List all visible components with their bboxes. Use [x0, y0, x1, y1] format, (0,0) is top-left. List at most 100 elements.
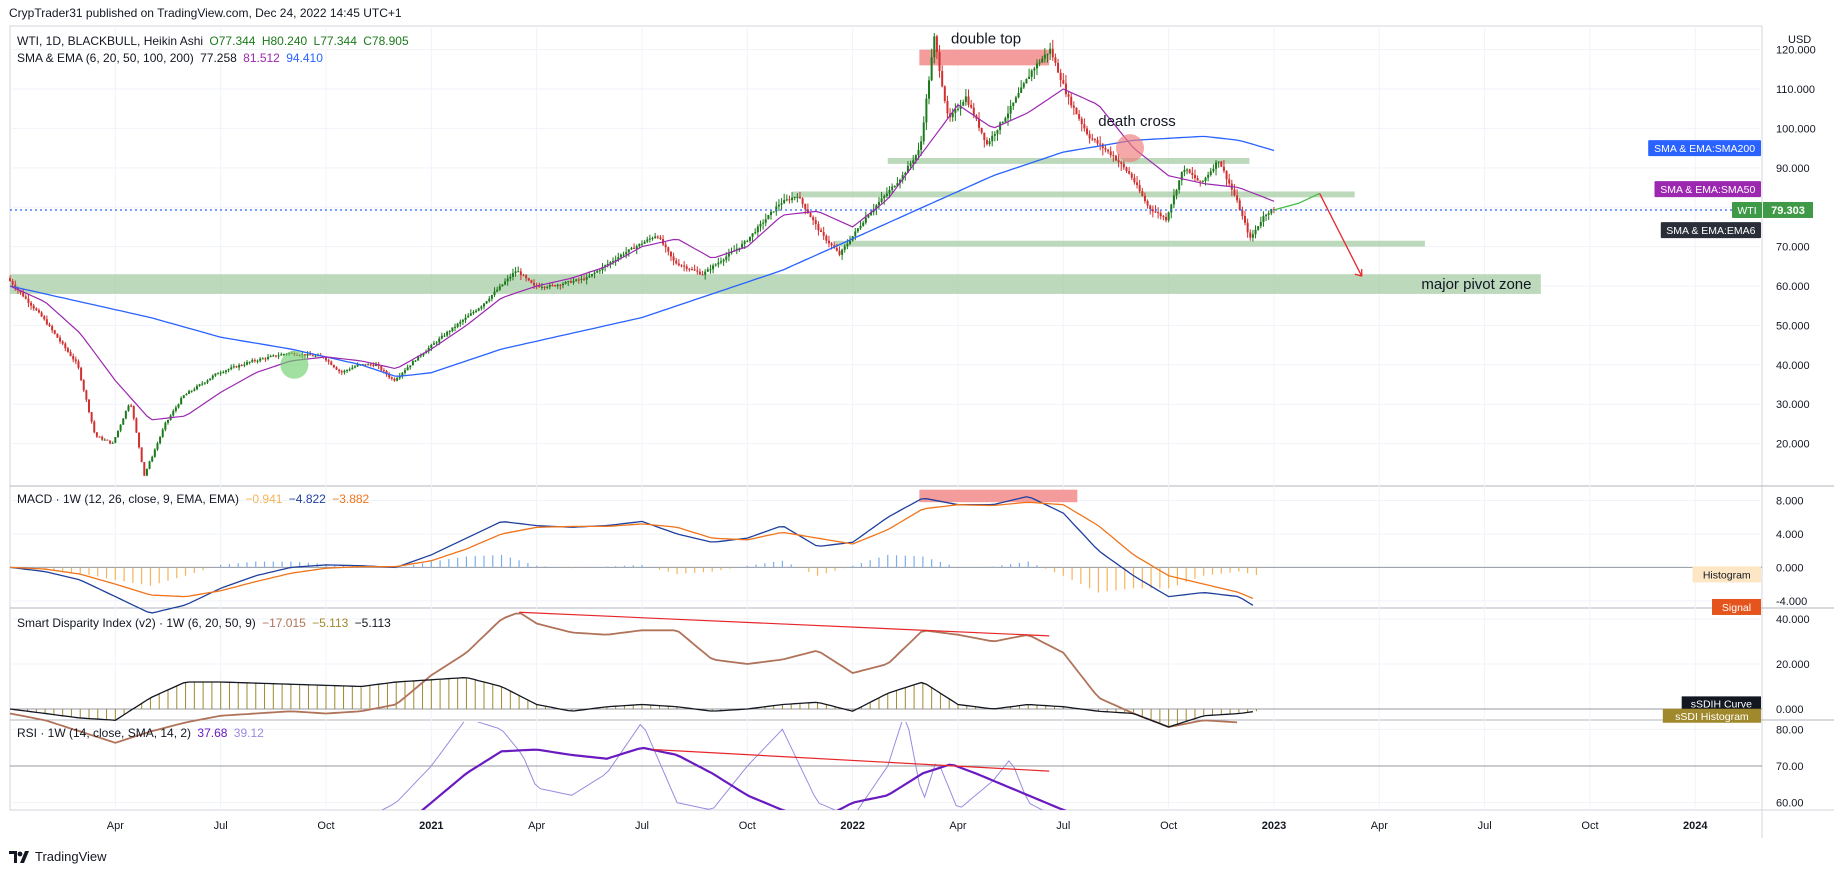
candle-body — [224, 370, 227, 373]
candle-body — [1064, 83, 1067, 95]
candle-body — [40, 312, 43, 317]
candle-body — [127, 405, 130, 411]
candle-body — [1070, 96, 1073, 106]
candle-body — [1178, 180, 1181, 190]
candle-body — [633, 247, 636, 249]
candle-body — [259, 358, 262, 361]
candle-body — [1093, 139, 1096, 141]
candle-body — [1222, 166, 1225, 171]
candle-body — [978, 118, 981, 128]
badge-label: Histogram — [1703, 569, 1751, 581]
candle-body — [698, 271, 701, 275]
candle-body — [654, 236, 657, 239]
main-y-tick-label: 90.000 — [1776, 163, 1810, 175]
candle-body — [943, 86, 946, 102]
currency-label: USD — [1788, 34, 1811, 46]
candle-body — [116, 430, 119, 438]
candle-body — [846, 243, 849, 247]
tradingview-footer[interactable]: TradingView — [9, 849, 107, 864]
annotation-major-pivot-zone: major pivot zone — [1421, 276, 1531, 293]
candle-body — [1136, 182, 1139, 186]
sdi-value-3: −5.113 — [354, 616, 391, 630]
candle-body — [914, 155, 917, 161]
candle-body — [382, 370, 385, 372]
candle-body — [762, 222, 765, 224]
candle-body — [1154, 211, 1157, 213]
candle-body — [1175, 189, 1178, 196]
main-y-tick-label: 110.000 — [1776, 84, 1815, 96]
macd-y-tick-label: 4.000 — [1776, 529, 1804, 541]
candle-body — [124, 410, 127, 419]
last-price-label: 79.303 — [1771, 205, 1805, 217]
candle-body — [1078, 114, 1081, 119]
candle-body — [1199, 180, 1202, 182]
candle-body — [1133, 177, 1136, 183]
golden-cross-marker — [280, 350, 309, 379]
candle-body — [253, 360, 256, 362]
candle-body — [1122, 163, 1125, 168]
candle-body — [43, 316, 46, 320]
candle-body — [1254, 229, 1257, 235]
badge-label: Signal — [1722, 602, 1751, 614]
candle-body — [282, 354, 285, 356]
candle-body — [717, 262, 720, 265]
candle-body — [827, 240, 830, 244]
candle-body — [798, 197, 801, 199]
candle-body — [830, 243, 833, 246]
x-tick-label: Oct — [739, 820, 756, 832]
candle-body — [928, 80, 931, 99]
candle-body — [646, 239, 649, 242]
candle-body — [577, 279, 580, 281]
candle-body — [888, 189, 891, 194]
candle-body — [1141, 191, 1144, 196]
badge-ssdi-histogram — [1662, 708, 1761, 723]
candle-body — [912, 160, 915, 164]
candle-body — [435, 342, 438, 344]
candle-body — [454, 326, 457, 328]
badge-label: WTI — [1737, 205, 1756, 217]
candle-body — [709, 269, 712, 271]
ohlc-high: H80.240 — [261, 34, 308, 48]
candle-body — [485, 301, 488, 304]
candle-body — [138, 432, 141, 448]
main-y-tick-label: 60.000 — [1776, 281, 1810, 293]
ma-legend: SMA & EMA (6, 20, 50, 100, 200) 77.258 8… — [17, 51, 323, 65]
badge-label: sSDIH Curve — [1691, 698, 1752, 710]
candle-body — [1207, 174, 1210, 178]
candle-body — [93, 421, 96, 433]
candle-body — [967, 96, 970, 105]
candle-body — [838, 250, 841, 255]
candle-body — [559, 284, 562, 286]
rsi-y-tick-label: 60.00 — [1776, 798, 1804, 810]
projection-arrowhead — [1354, 269, 1363, 277]
candle-body — [1149, 205, 1152, 210]
candle-body — [669, 251, 672, 257]
candle-body — [793, 197, 796, 199]
candle-body — [151, 456, 154, 462]
candle-body — [122, 418, 125, 425]
publisher-text: CrypTrader31 published on TradingView.co… — [9, 6, 402, 20]
chart-frame — [9, 25, 1763, 811]
candle-body — [504, 281, 507, 285]
candle-body — [1014, 97, 1017, 103]
candle-body — [941, 71, 944, 87]
candle-body — [195, 385, 198, 390]
sdi-value-2: −5.113 — [312, 616, 349, 630]
candle-body — [324, 357, 327, 361]
candle-body — [159, 436, 162, 444]
candle-body — [1025, 78, 1028, 84]
candle-body — [925, 98, 928, 123]
candle-body — [1151, 209, 1154, 212]
zone-resistance-91 — [887, 157, 1250, 164]
candle-body — [527, 278, 530, 281]
candle-body — [590, 273, 593, 276]
candle-body — [1165, 216, 1168, 221]
signal-line — [9, 501, 1254, 600]
candle-body — [1244, 215, 1247, 223]
sma200-line — [9, 135, 1275, 377]
candle-body — [806, 209, 809, 214]
candle-body — [1114, 155, 1117, 161]
candle-body — [240, 365, 243, 367]
candle-body — [938, 52, 941, 72]
